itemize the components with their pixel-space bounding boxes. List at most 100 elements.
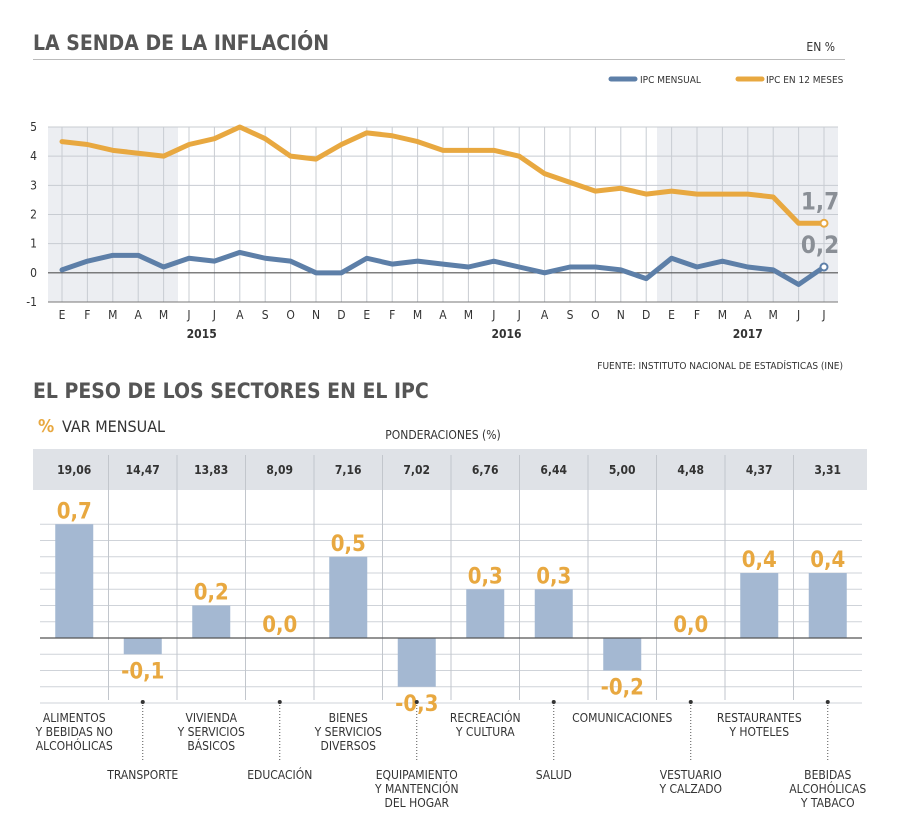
category-label-line: BIENES <box>329 711 368 725</box>
bar <box>55 524 94 638</box>
label-leader-dot <box>277 700 282 704</box>
var-mensual-label: VAR MENSUAL <box>62 417 165 436</box>
category-label: VIVIENDA Y SERVICIOS BÁSICOS <box>177 711 245 753</box>
year-label: 2015 <box>187 327 217 341</box>
bar-value-label: 0,0 <box>673 613 708 638</box>
category-label: BIENES Y SERVICIOS DIVERSOS <box>314 711 382 753</box>
x-tick-label: M <box>769 308 778 322</box>
ponderaciones-title: PONDERACIONES (%) <box>385 428 500 442</box>
title-rule <box>33 59 845 60</box>
weight-value: 7,16 <box>335 463 362 477</box>
bar-value-label: -0,1 <box>121 659 164 684</box>
bar-value-label: 0,4 <box>742 548 777 573</box>
category-label-line: Y MANTENCIÓN <box>374 781 459 796</box>
category-label-line: Y SERVICIOS <box>177 725 245 739</box>
weight-value: 6,44 <box>540 463 567 477</box>
year-label: 2017 <box>733 327 763 341</box>
weight-value: 14,47 <box>126 463 160 477</box>
x-tick-label: J <box>796 308 800 322</box>
legend-label-ipc-12-meses: IPC EN 12 MESES <box>766 75 844 86</box>
x-tick-label: N <box>617 308 625 322</box>
bar-value-label: 0,0 <box>262 613 297 638</box>
x-tick-label: F <box>694 308 700 322</box>
x-tick-label: M <box>718 308 727 322</box>
x-tick-label: F <box>84 308 90 322</box>
y-tick-label: 5 <box>30 120 37 134</box>
bar-value-label: -0,3 <box>395 692 438 717</box>
category-label-line: ALIMENTOS <box>43 711 106 725</box>
end-value-label: 1,7 <box>801 187 839 215</box>
category-label-line: BÁSICOS <box>187 738 235 753</box>
category-label-line: Y CULTURA <box>455 725 515 739</box>
x-tick-label: D <box>337 308 345 322</box>
legend-label-ipc-mensual: IPC MENSUAL <box>640 75 701 86</box>
bar <box>603 638 642 671</box>
x-tick-label: D <box>642 308 650 322</box>
x-tick-label: J <box>491 308 495 322</box>
bar-value-label: -0,2 <box>601 676 644 701</box>
bar-value-label: 0,3 <box>536 564 571 589</box>
bar-value-label: 0,3 <box>468 564 503 589</box>
y-tick-label: 4 <box>30 149 37 163</box>
end-value-label: 0,2 <box>801 231 839 259</box>
weights-band <box>33 449 867 490</box>
x-tick-label: M <box>464 308 473 322</box>
x-tick-label: M <box>159 308 168 322</box>
y-tick-label: -1 <box>26 295 37 309</box>
category-label-line: SALUD <box>536 768 572 782</box>
category-label: SALUD <box>536 768 572 782</box>
bar <box>329 556 368 638</box>
weight-value: 4,48 <box>677 463 704 477</box>
x-tick-label: S <box>262 308 269 322</box>
line-chart-title: LA SENDA DE LA INFLACIÓN <box>33 30 329 55</box>
end-marker <box>819 262 829 272</box>
bar-value-label: 0,7 <box>57 499 92 524</box>
x-tick-label: S <box>567 308 574 322</box>
x-tick-label: J <box>821 308 825 322</box>
y-tick-label: 0 <box>30 266 37 280</box>
bar <box>534 589 573 638</box>
source-note: FUENTE: INSTITUTO NACIONAL DE ESTADÍSTIC… <box>597 359 843 372</box>
category-label-line: Y SERVICIOS <box>314 725 382 739</box>
x-tick-label: E <box>668 308 675 322</box>
category-label: BEBIDAS ALCOHÓLICAS Y TABACO <box>789 768 866 810</box>
year-label: 2016 <box>491 327 521 341</box>
x-tick-label: E <box>363 308 370 322</box>
x-tick-label: E <box>59 308 66 322</box>
category-label-line: EQUIPAMIENTO <box>376 768 458 782</box>
category-label-line: DEL HOGAR <box>385 796 450 810</box>
x-tick-label: M <box>108 308 117 322</box>
category-label-line: Y BEBIDAS NO <box>35 725 113 739</box>
x-tick-label: O <box>286 308 295 322</box>
category-label: EQUIPAMIENTO Y MANTENCIÓN DEL HOGAR <box>374 768 459 810</box>
weight-value: 13,83 <box>194 463 228 477</box>
category-label-line: DIVERSOS <box>321 739 377 753</box>
x-tick-label: M <box>413 308 422 322</box>
x-tick-label: A <box>541 308 549 322</box>
weight-value: 4,37 <box>746 463 773 477</box>
category-label-line: EDUCACIÓN <box>247 767 312 782</box>
bar <box>740 573 779 638</box>
end-marker <box>819 218 829 228</box>
y-tick-label: 1 <box>30 237 37 251</box>
x-tick-label: J <box>517 308 521 322</box>
unit-label: EN % <box>806 40 835 54</box>
category-label: COMUNICACIONES <box>572 711 672 725</box>
category-label-line: TRANSPORTE <box>106 768 178 782</box>
category-label: RESTAURANTES Y HOTELES <box>717 711 802 739</box>
category-label-line: ALCOHÓLICAS <box>789 781 866 796</box>
label-leader-dot <box>825 700 830 704</box>
category-label-line: Y CALZADO <box>658 782 722 796</box>
x-tick-label: A <box>135 308 143 322</box>
category-label: TRANSPORTE <box>106 768 178 782</box>
category-label-line: COMUNICACIONES <box>572 711 672 725</box>
weight-value: 8,09 <box>266 463 293 477</box>
label-leader-dot <box>140 700 145 704</box>
x-tick-label: A <box>744 308 752 322</box>
line-chart: -1 0 1 2 3 4 5 E F M A M J J A S O N D E F M A M J J A S O N D E F M A M J J 2… <box>26 120 839 341</box>
bar <box>397 638 436 687</box>
category-label: RECREACIÓN Y CULTURA <box>450 710 521 739</box>
